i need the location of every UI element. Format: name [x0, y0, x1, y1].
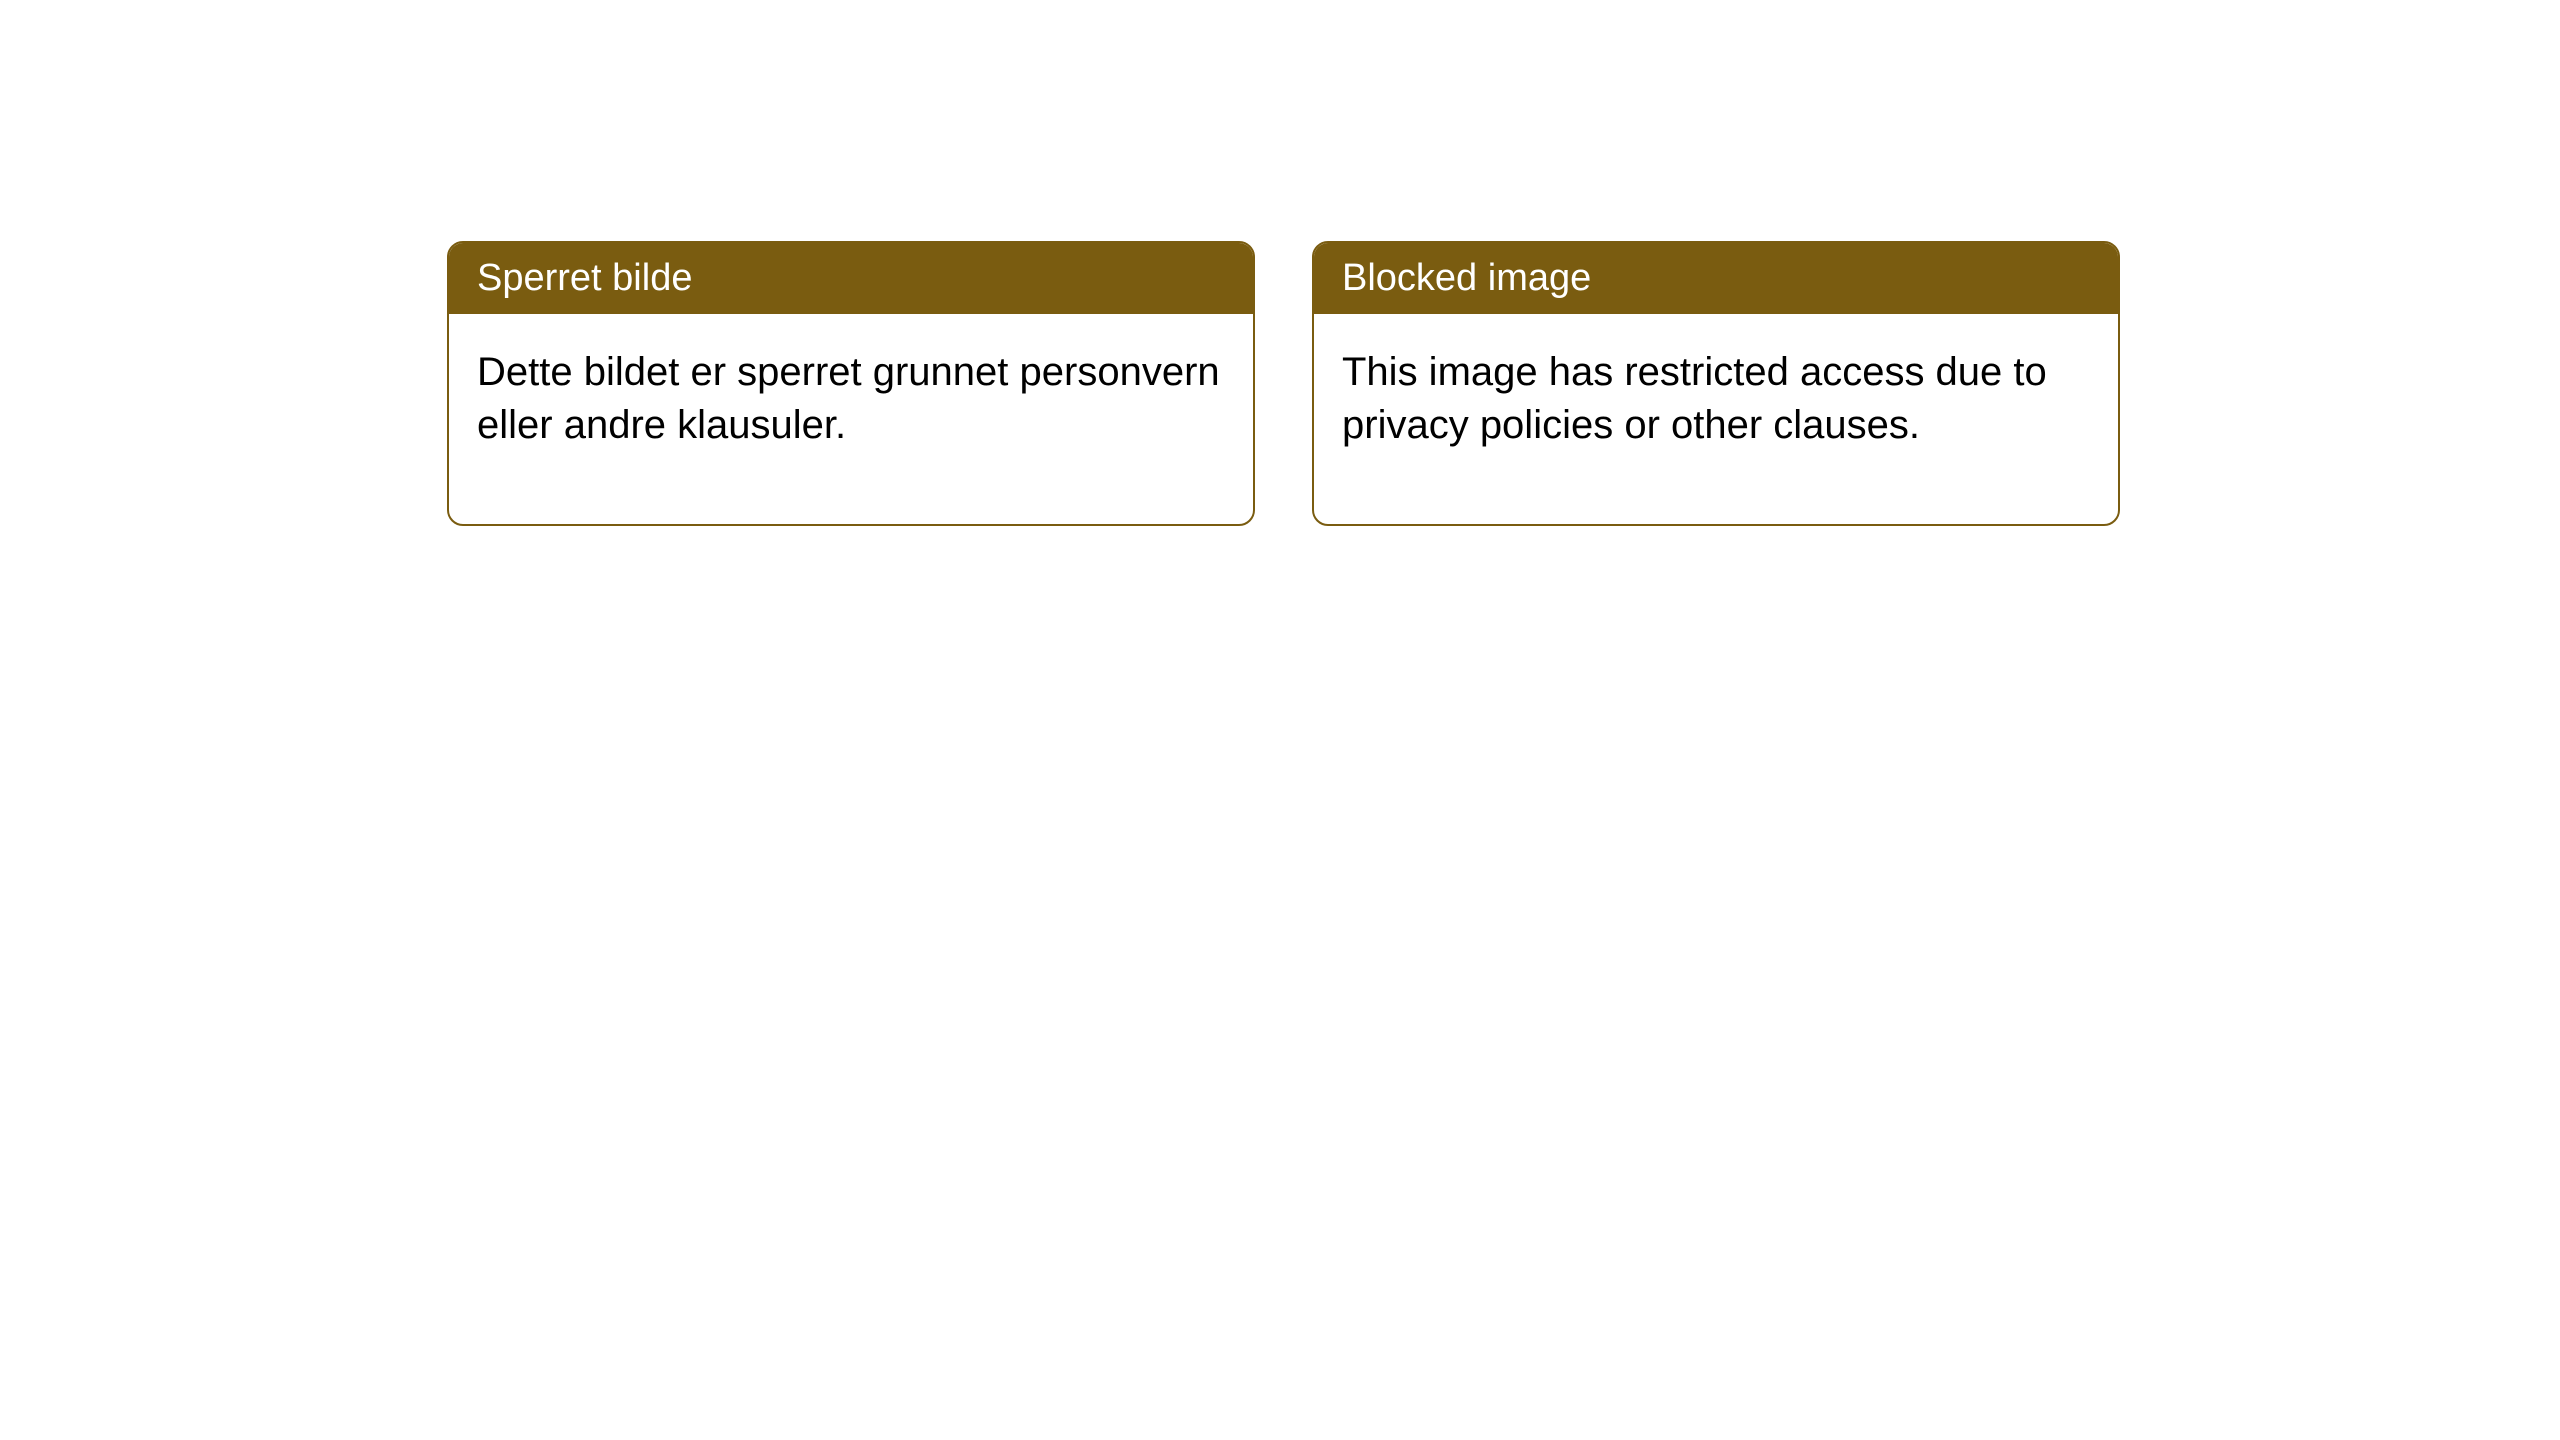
notice-container: Sperret bilde Dette bildet er sperret gr…: [447, 241, 2120, 526]
notice-title: Blocked image: [1342, 257, 1591, 299]
notice-body-text: Dette bildet er sperret grunnet personve…: [477, 350, 1220, 447]
notice-header: Blocked image: [1314, 243, 2118, 314]
notice-header: Sperret bilde: [449, 243, 1253, 314]
notice-body-text: This image has restricted access due to …: [1342, 350, 2047, 447]
notice-card-norwegian: Sperret bilde Dette bildet er sperret gr…: [447, 241, 1255, 526]
notice-card-english: Blocked image This image has restricted …: [1312, 241, 2120, 526]
notice-body: Dette bildet er sperret grunnet personve…: [449, 314, 1253, 524]
notice-title: Sperret bilde: [477, 257, 692, 299]
notice-body: This image has restricted access due to …: [1314, 314, 2118, 524]
